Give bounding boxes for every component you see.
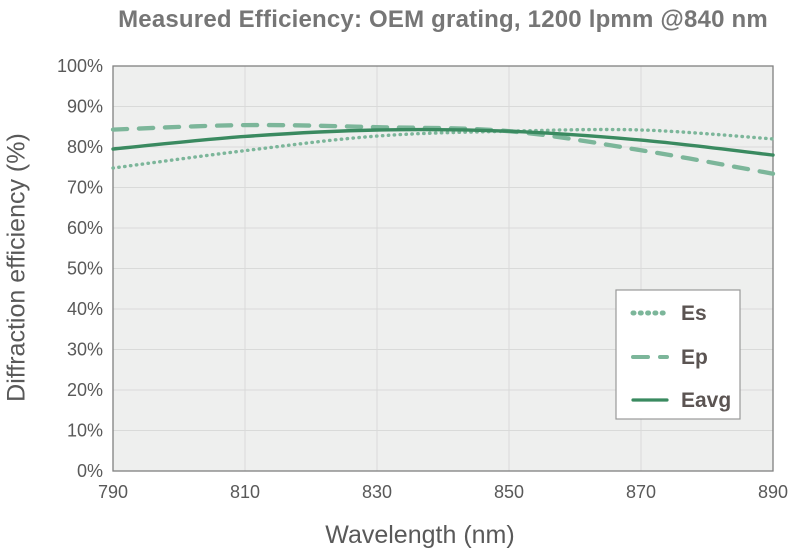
svg-text:890: 890 xyxy=(758,482,788,502)
svg-text:40%: 40% xyxy=(67,299,103,319)
svg-text:810: 810 xyxy=(230,482,260,502)
svg-text:10%: 10% xyxy=(67,421,103,441)
svg-text:870: 870 xyxy=(626,482,656,502)
svg-text:Es: Es xyxy=(681,302,707,325)
svg-text:80%: 80% xyxy=(67,137,103,157)
svg-text:30%: 30% xyxy=(67,340,103,360)
svg-text:0%: 0% xyxy=(77,461,103,481)
svg-text:830: 830 xyxy=(362,482,392,502)
svg-text:100%: 100% xyxy=(57,56,103,76)
svg-text:790: 790 xyxy=(98,482,128,502)
svg-text:Eavg: Eavg xyxy=(681,389,731,412)
svg-text:70%: 70% xyxy=(67,178,103,198)
svg-text:Ep: Ep xyxy=(681,346,708,369)
svg-text:90%: 90% xyxy=(67,97,103,117)
svg-text:60%: 60% xyxy=(67,218,103,238)
svg-text:20%: 20% xyxy=(67,380,103,400)
svg-text:850: 850 xyxy=(494,482,524,502)
svg-text:50%: 50% xyxy=(67,259,103,279)
